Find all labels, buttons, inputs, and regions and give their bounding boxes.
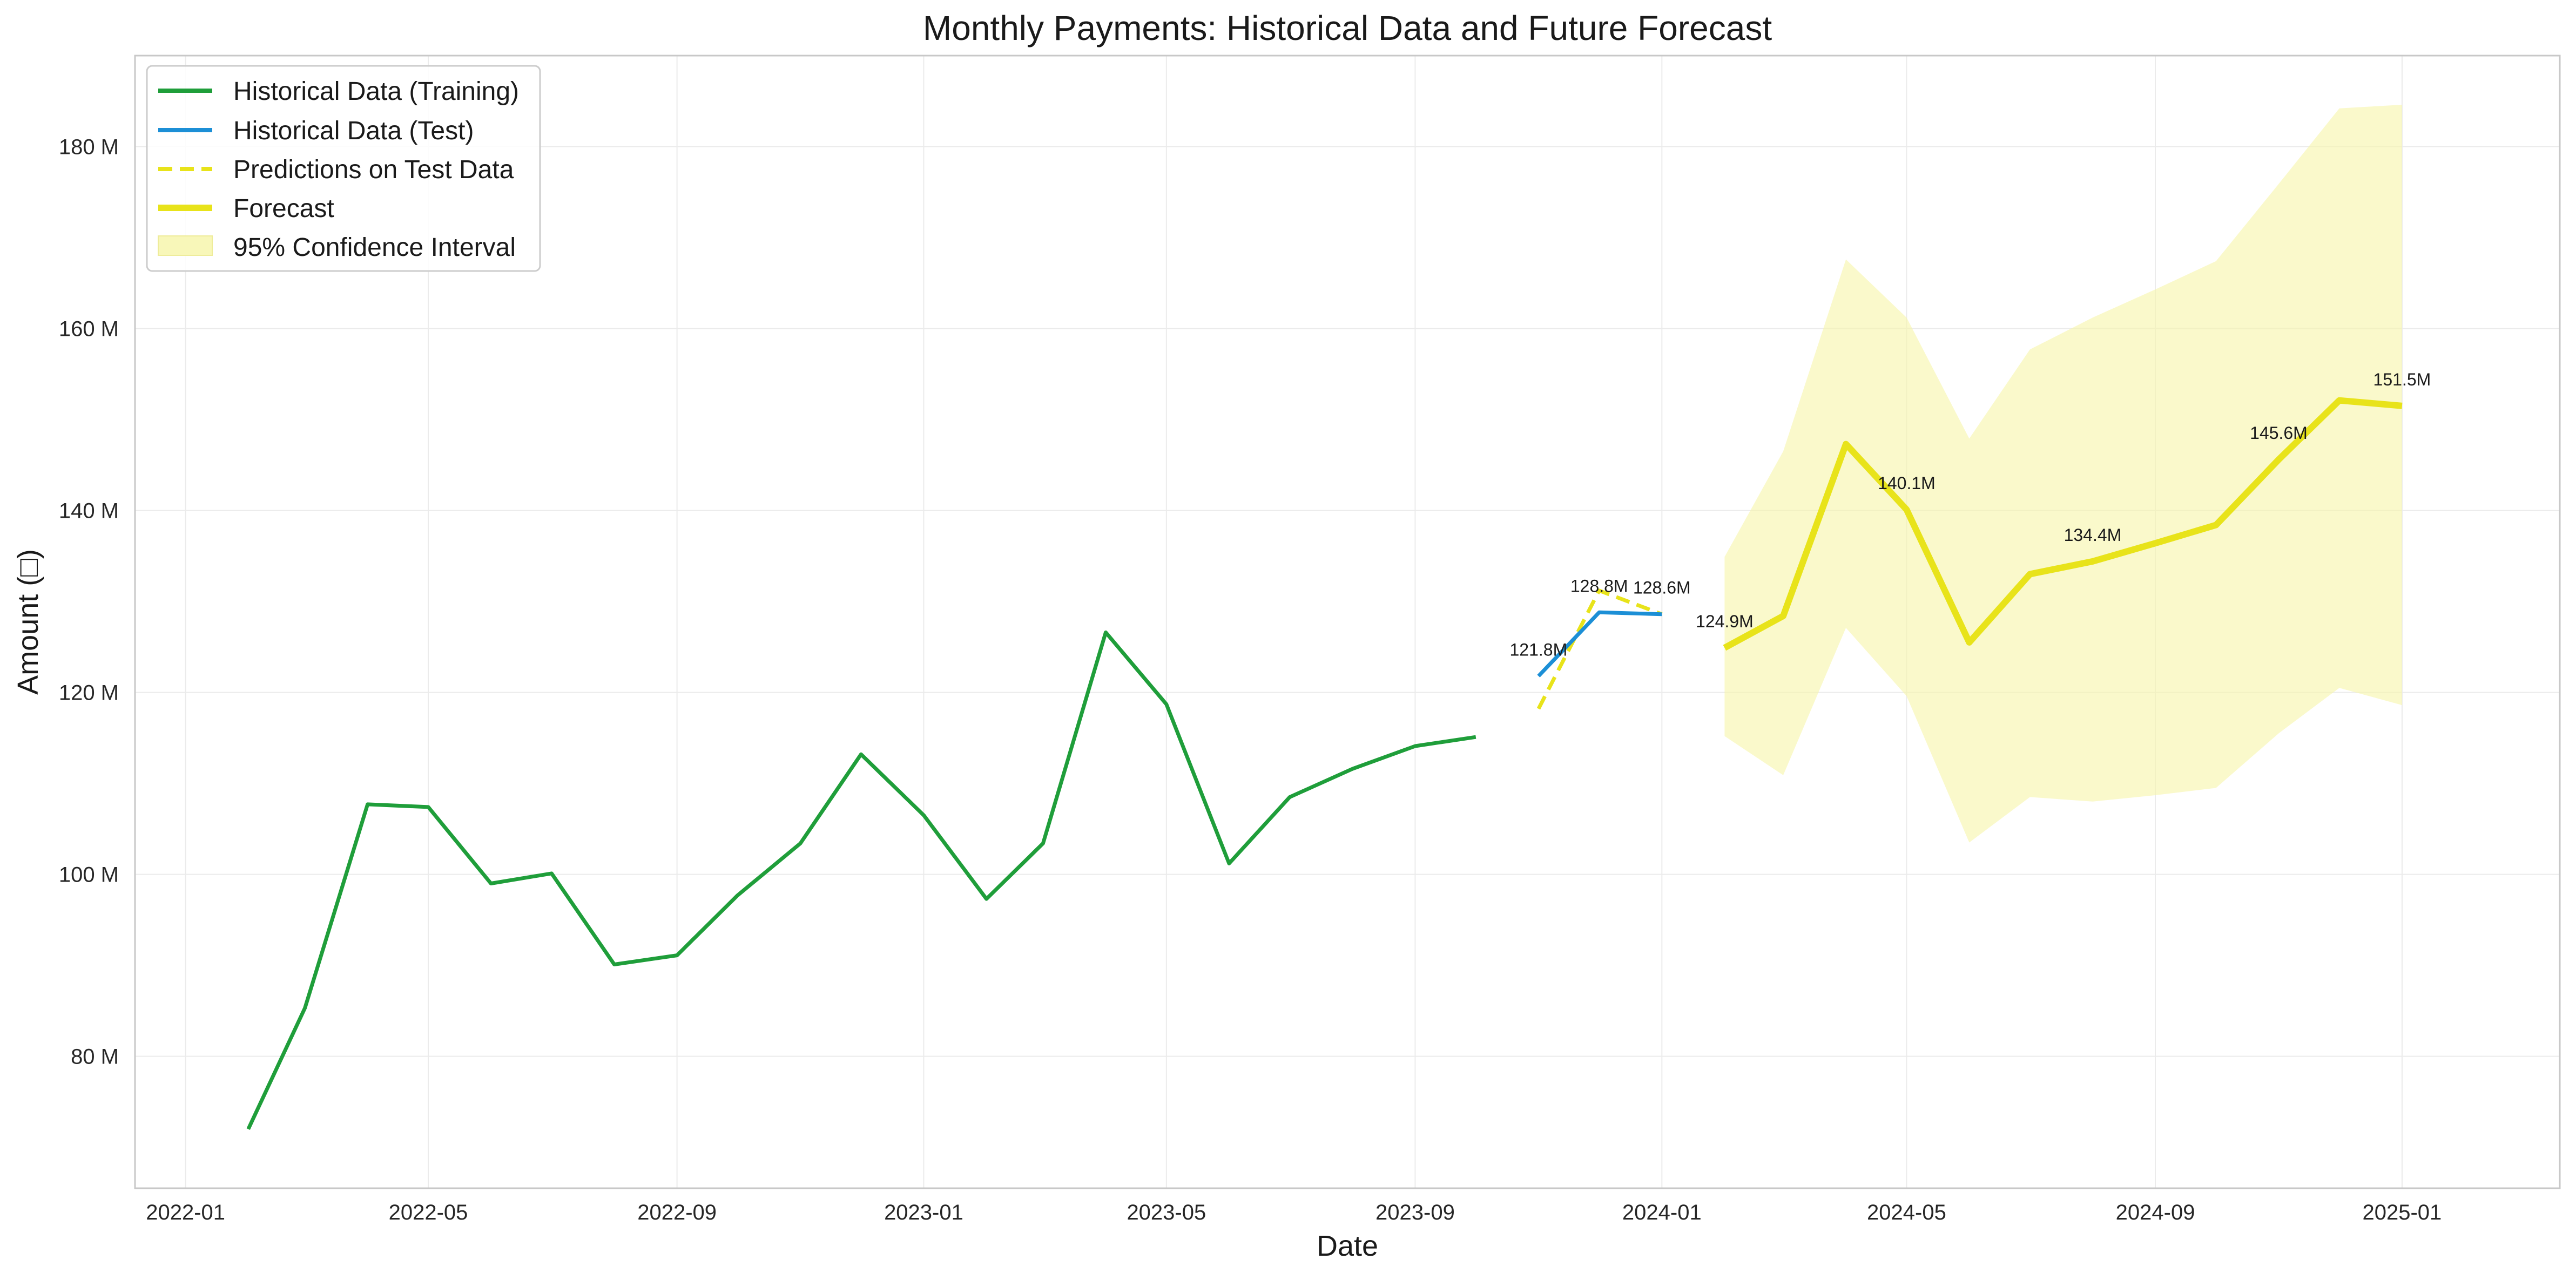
confidence-band-layer (1724, 105, 2402, 843)
series-layer (246, 397, 2403, 1130)
data-label: 140.1M (1878, 473, 1936, 493)
y-axis-ticks: 80 M 100 M 120 M 140 M 160 M 180 M (59, 136, 119, 1069)
x-tick-label: 2023-09 (1375, 1201, 1455, 1224)
legend-label-forecast: Forecast (233, 194, 334, 223)
y-tick-label: 180 M (59, 136, 119, 159)
legend-label-predictions: Predictions on Test Data (233, 155, 514, 184)
data-label: 145.6M (2250, 423, 2308, 443)
legend-swatch-confidence-interval (158, 235, 213, 256)
x-tick-label: 2023-01 (884, 1201, 963, 1224)
x-tick-label: 2022-05 (389, 1201, 468, 1224)
x-tick-label: 2024-05 (1867, 1201, 1946, 1224)
legend-box (146, 65, 541, 272)
legend-item-predictions: Predictions on Test Data (158, 155, 514, 184)
legend-label-training: Historical Data (Training) (233, 77, 519, 106)
x-tick-label: 2022-01 (146, 1201, 225, 1224)
x-axis-label: Date (1317, 1230, 1378, 1262)
data-label: 121.8M (1510, 640, 1568, 659)
chart-title: Monthly Payments: Historical Data and Fu… (923, 9, 1772, 48)
legend-label-test: Historical Data (Test) (233, 117, 474, 145)
data-label: 151.5M (2373, 370, 2431, 389)
y-tick-label: 140 M (59, 499, 119, 523)
data-labels: 121.8M 128.8M 128.6M 124.9M 140.1M 134.4M 145.… (1510, 370, 2431, 659)
x-axis-ticks: 2022-01 2022-05 2022-09 2023-01 2023-05 2023-… (146, 1201, 2442, 1224)
x-tick-label: 2024-09 (2116, 1201, 2195, 1224)
legend-item-training: Historical Data (Training) (158, 77, 519, 106)
legend-label-confidence-interval: 95% Confidence Interval (233, 233, 516, 262)
legend-item-test: Historical Data (Test) (158, 117, 474, 145)
legend: Historical Data (Training) Historical Da… (146, 65, 541, 272)
y-tick-label: 120 M (59, 681, 119, 705)
x-tick-label: 2022-09 (637, 1201, 717, 1224)
series-line-forecast (1723, 397, 2403, 651)
y-tick-label: 80 M (71, 1045, 119, 1069)
plot-frame (134, 55, 2561, 1189)
legend-item-forecast: Forecast (158, 194, 334, 223)
y-tick-label: 160 M (59, 317, 119, 341)
series-line-test (1537, 610, 1662, 678)
x-tick-label: 2023-05 (1127, 1201, 1206, 1224)
y-axis-label: Amount (□) (12, 549, 44, 695)
x-tick-label: 2024-01 (1622, 1201, 1702, 1224)
x-tick-label: 2025-01 (2363, 1201, 2442, 1224)
data-label: 128.6M (1633, 578, 1691, 598)
data-label: 124.9M (1696, 612, 1754, 631)
data-label: 134.4M (2064, 525, 2122, 545)
y-tick-label: 100 M (59, 863, 119, 887)
data-label: 128.8M (1570, 576, 1628, 595)
series-line-predictions (1536, 588, 1663, 710)
series-line-training (246, 630, 1476, 1130)
confidence-interval-band (1724, 105, 2402, 843)
legend-item-confidence-interval: 95% Confidence Interval (158, 233, 516, 262)
